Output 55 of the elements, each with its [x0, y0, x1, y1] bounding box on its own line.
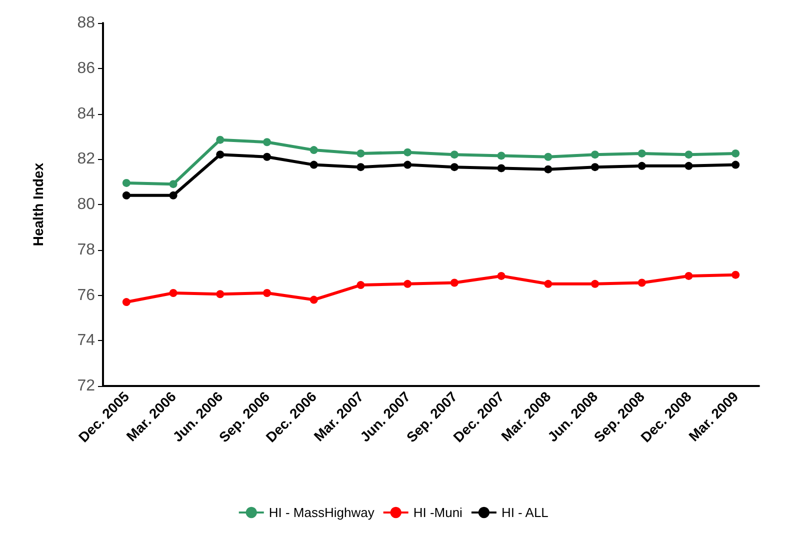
point: [310, 160, 318, 169]
point: [497, 272, 506, 280]
point: [544, 152, 552, 161]
point: [497, 152, 506, 160]
point: [497, 164, 506, 172]
point: [732, 160, 740, 169]
point: [263, 138, 271, 146]
point: [638, 162, 646, 170]
point: [356, 149, 365, 158]
legend-label: HI - ALL: [501, 505, 548, 520]
y-tick-label: 84: [77, 105, 96, 122]
point: [122, 298, 130, 306]
point: [310, 296, 318, 304]
point: [356, 281, 365, 290]
point: [169, 191, 178, 200]
y-tick-label: 74: [77, 332, 96, 350]
legend-label: HI - MassHighway: [268, 505, 375, 520]
point: [638, 278, 646, 287]
point: [404, 160, 412, 169]
point: [544, 165, 552, 174]
point: [310, 146, 318, 154]
y-tick-label: 88: [77, 14, 96, 32]
point: [169, 288, 178, 297]
y-tick-label: 82: [77, 150, 96, 168]
y-tick-label: 80: [77, 196, 96, 213]
point: [450, 163, 458, 172]
point: [591, 280, 599, 288]
point: [216, 136, 224, 144]
point: [732, 270, 740, 279]
y-tick-label: 86: [77, 60, 96, 77]
point: [732, 149, 740, 158]
y-tick-label: 78: [77, 241, 96, 258]
point: [169, 180, 178, 188]
y-tick-label: 72: [77, 378, 96, 394]
point: [356, 163, 365, 172]
point: [450, 278, 458, 287]
point: [404, 148, 412, 156]
point: [216, 150, 224, 159]
point: [684, 150, 693, 159]
point: [404, 280, 412, 288]
point: [263, 152, 271, 161]
point: [122, 178, 130, 187]
point: [450, 150, 458, 159]
point: [638, 149, 646, 158]
point: [544, 280, 552, 288]
y-tick-label: 76: [77, 286, 96, 304]
y-axis-title: Health Index: [30, 162, 46, 246]
point: [263, 288, 271, 297]
point: [216, 290, 224, 298]
point: [684, 162, 693, 170]
point: [122, 191, 130, 200]
legend-label: HI -Muni: [413, 505, 463, 520]
point: [591, 163, 599, 172]
point: [591, 150, 599, 159]
point: [684, 272, 693, 280]
